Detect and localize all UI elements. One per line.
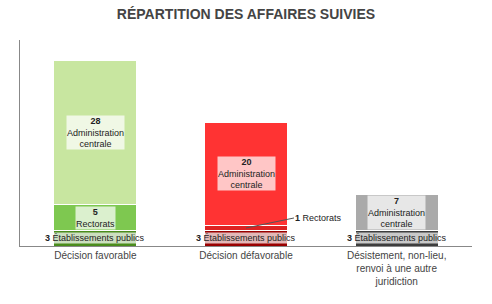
svg-text:Décision défavorable: Décision défavorable <box>199 250 293 261</box>
svg-text:Décision favorable: Décision favorable <box>54 250 137 261</box>
svg-text:RÉPARTITION DES AFFAIRES SUIVI: RÉPARTITION DES AFFAIRES SUIVIES <box>117 6 375 22</box>
svg-text:3 Établissements publics: 3 Établissements publics <box>347 233 447 243</box>
svg-text:5Rectorats: 5Rectorats <box>76 207 115 229</box>
svg-text:Désistement, non-lieu,renvoi à: Désistement, non-lieu,renvoi à une autre… <box>347 250 447 287</box>
svg-text:1 Rectorats: 1 Rectorats <box>295 213 342 223</box>
svg-text:7Administrationcentrale: 7Administrationcentrale <box>368 196 425 229</box>
svg-text:28Administrationcentrale: 28Administrationcentrale <box>67 116 124 149</box>
svg-text:20Administrationcentrale: 20Administrationcentrale <box>218 157 275 190</box>
svg-text:3 Établissements publics: 3 Établissements publics <box>45 233 145 243</box>
svg-text:3 Établissements publics: 3 Établissements publics <box>196 233 296 243</box>
